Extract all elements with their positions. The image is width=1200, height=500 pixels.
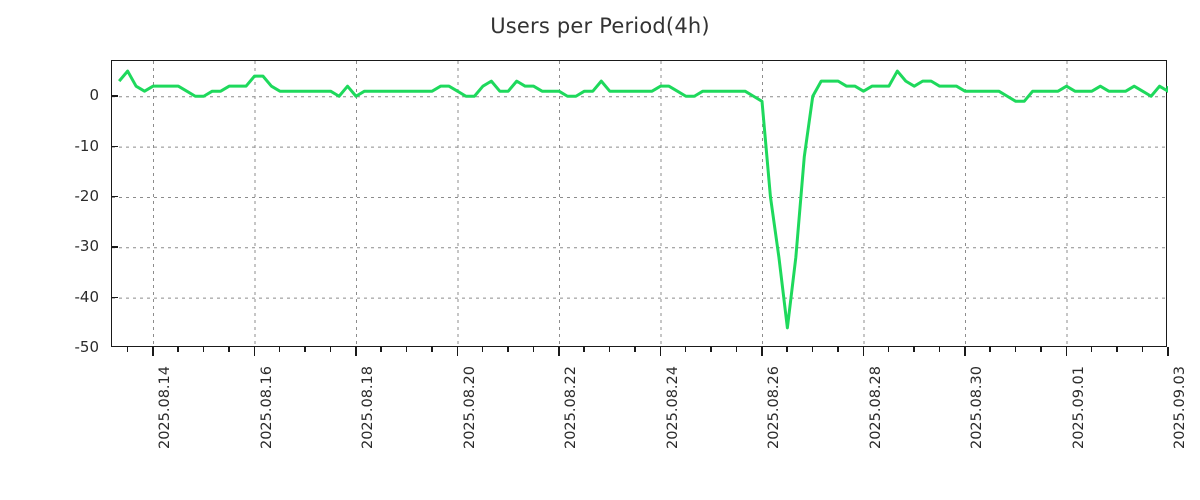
horizontal-gridlines (112, 96, 1168, 299)
x-axis-minor-tick-mark (228, 347, 230, 352)
x-axis-major-tick-mark (558, 347, 560, 356)
x-axis-tick-label: 2025.08.30 (969, 366, 985, 450)
y-axis-tick-label: -10 (74, 136, 100, 155)
x-axis-major-tick-mark (659, 347, 661, 356)
x-axis-minor-tick-mark (1040, 347, 1042, 352)
x-axis-major-tick-mark (862, 347, 864, 356)
y-axis-tick-mark (111, 296, 118, 299)
x-axis-minor-tick-mark (202, 347, 205, 352)
x-axis-minor-tick-mark (1141, 347, 1144, 352)
x-axis-tick-label: 2025.09.01 (1070, 366, 1087, 450)
x-axis-minor-tick-mark (304, 347, 306, 352)
y-axis-tick-label: 0 (89, 86, 99, 105)
x-axis-major-tick-mark (152, 347, 154, 356)
x-axis-minor-tick-mark (837, 347, 839, 352)
x-axis-tick-label: 2025.08.24 (664, 366, 681, 450)
x-axis-minor-tick-mark (684, 347, 687, 352)
x-axis-minor-tick-mark (583, 347, 585, 352)
x-axis-minor-tick-mark (1090, 347, 1093, 352)
y-axis-tick-mark (111, 195, 118, 198)
series-line-users-per-period (118, 69, 1168, 330)
x-axis-tick-label: 2025.08.26 (766, 366, 782, 450)
x-axis-minor-tick-mark (481, 347, 484, 352)
x-axis-minor-tick-mark (989, 347, 991, 352)
x-axis-minor-tick-mark (1014, 347, 1017, 352)
x-axis-minor-tick-mark (329, 347, 332, 352)
x-axis-tick-label: 2025.08.20 (461, 366, 478, 450)
x-axis-major-tick-mark (1167, 347, 1169, 356)
x-axis-tick-label: 2025.08.22 (563, 366, 579, 450)
x-axis-minor-tick-mark (405, 347, 408, 352)
x-axis-minor-tick-mark (887, 347, 890, 352)
x-axis-minor-tick-mark (913, 347, 915, 352)
y-axis-tick-mark (111, 95, 118, 97)
y-axis-tick-label: -20 (74, 186, 100, 205)
x-axis-minor-tick-mark (278, 347, 281, 352)
x-axis-minor-tick-mark (608, 347, 611, 352)
plot-area (111, 60, 1168, 348)
x-axis-minor-tick-mark (710, 347, 712, 352)
y-axis-tick-mark (111, 145, 118, 148)
chart-title: Users per Period(4h) (490, 14, 710, 38)
x-axis-minor-tick-mark (177, 347, 179, 352)
x-axis-tick-label: 2025.08.28 (867, 366, 884, 450)
x-axis-major-tick-mark (761, 347, 763, 356)
x-axis-tick-label: 2025.09.03 (1172, 366, 1188, 450)
x-axis-major-tick-mark (456, 347, 458, 356)
y-axis-tick-label: -30 (74, 237, 100, 256)
x-axis-major-tick-mark (1065, 347, 1067, 356)
x-axis-minor-tick-mark (126, 347, 129, 352)
x-axis-tick-label: 2025.08.14 (157, 366, 173, 450)
x-axis-minor-tick-mark (532, 347, 535, 352)
x-axis-minor-tick-mark (735, 347, 738, 352)
y-axis-tick-mark (111, 246, 118, 248)
vertical-gridlines (153, 61, 1068, 348)
x-axis-major-tick-mark (964, 347, 966, 356)
x-axis-minor-tick-mark (431, 347, 433, 352)
x-axis-major-tick-mark (253, 347, 255, 356)
x-axis-minor-tick-mark (1116, 347, 1118, 352)
x-axis-minor-tick-mark (811, 347, 814, 352)
x-axis-tick-label: 2025.08.18 (360, 366, 376, 450)
plot-canvas (112, 61, 1168, 348)
x-axis-minor-tick-mark (634, 347, 636, 352)
x-axis-major-tick-mark (355, 347, 357, 356)
x-axis-minor-tick-mark (938, 347, 941, 352)
x-axis-minor-tick-mark (507, 347, 509, 352)
x-axis-tick-label: 2025.08.16 (258, 366, 275, 450)
y-axis-tick-label: -40 (74, 287, 100, 306)
x-axis-minor-tick-mark (786, 347, 788, 352)
x-axis-minor-tick-mark (380, 347, 382, 352)
y-axis-tick-label: -50 (74, 338, 100, 356)
